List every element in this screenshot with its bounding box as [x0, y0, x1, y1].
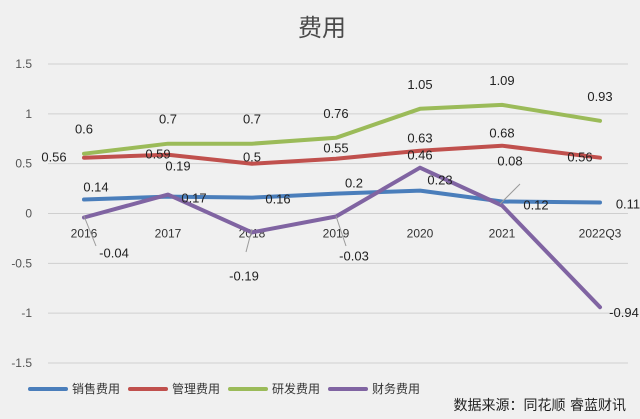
label-leader [245, 228, 253, 253]
source-note: 数据来源：同花顺 睿蓝财讯 [454, 398, 626, 414]
data-label: -0.03 [339, 248, 369, 263]
data-label: 0.63 [407, 131, 432, 146]
x-tick-label: 2020 [407, 227, 434, 241]
y-tick-label: 1 [25, 107, 32, 121]
y-tick-label: 1.5 [15, 57, 32, 71]
y-tick-label: 0 [25, 207, 32, 221]
x-tick-label: 2016 [71, 227, 98, 241]
x-tick-label: 2019 [323, 227, 350, 241]
data-label: 0.68 [489, 126, 514, 141]
data-label: 0.17 [181, 191, 206, 206]
data-label: 0.46 [407, 148, 432, 163]
data-label: 0.23 [427, 173, 452, 188]
data-label: 0.12 [523, 198, 548, 213]
label-leader [83, 215, 97, 247]
series-line-3 [82, 102, 602, 156]
legend-label: 财务费用 [372, 381, 420, 396]
y-axis-ticks: 1.5 1 0.5 0 -0.5 -1 -1.5 [11, 57, 32, 370]
x-tick-label: 2017 [155, 227, 182, 241]
data-label: 0.55 [323, 141, 348, 156]
data-label: 0.56 [567, 150, 592, 165]
data-label: 0.08 [497, 154, 522, 169]
y-tick-label: -1.5 [11, 356, 32, 370]
data-label: 0.11 [616, 197, 640, 212]
x-tick-label: 2022Q3 [579, 227, 622, 241]
data-label: 1.09 [489, 73, 514, 88]
data-label: 0.59 [145, 147, 170, 162]
label-leader [335, 215, 347, 247]
data-label: -0.19 [229, 268, 259, 283]
data-label: 0.56 [41, 150, 66, 165]
legend-label: 销售费用 [72, 381, 120, 396]
data-label: 0.6 [75, 122, 93, 137]
data-label: 0.2 [345, 176, 363, 191]
legend-label: 管理费用 [172, 381, 220, 396]
gridlines [48, 63, 628, 364]
data-label: 0.5 [243, 150, 261, 165]
x-tick-label: 2021 [489, 227, 516, 241]
data-label: 0.7 [159, 112, 177, 127]
legend: 销售费用 管理费用 研发费用 财务费用 [28, 381, 420, 396]
data-label: 0.16 [265, 192, 290, 207]
data-label: 0.19 [165, 159, 190, 174]
series-line-2 [82, 143, 602, 166]
data-label: 0.93 [587, 89, 612, 104]
data-label: 0.14 [83, 180, 108, 195]
y-tick-label: -1 [21, 306, 32, 320]
x-axis-ticks: 2016 2017 2018 2019 2020 2021 2022Q3 [71, 227, 622, 241]
data-label: 0.76 [323, 106, 348, 121]
y-tick-label: 0.5 [15, 157, 32, 171]
data-label: 0.7 [243, 112, 261, 127]
label-leader [499, 183, 521, 205]
y-tick-label: -0.5 [11, 256, 32, 270]
data-label: 1.05 [407, 77, 432, 92]
chart-title: 费用 [298, 14, 346, 42]
data-label: -0.94 [609, 305, 639, 320]
legend-label: 研发费用 [272, 381, 320, 396]
data-label: -0.04 [99, 245, 129, 260]
data-labels: 0.14 0.17 0.16 0.2 0.23 0.12 0.11 0.56 0.59 0.5 0.… [41, 73, 640, 320]
